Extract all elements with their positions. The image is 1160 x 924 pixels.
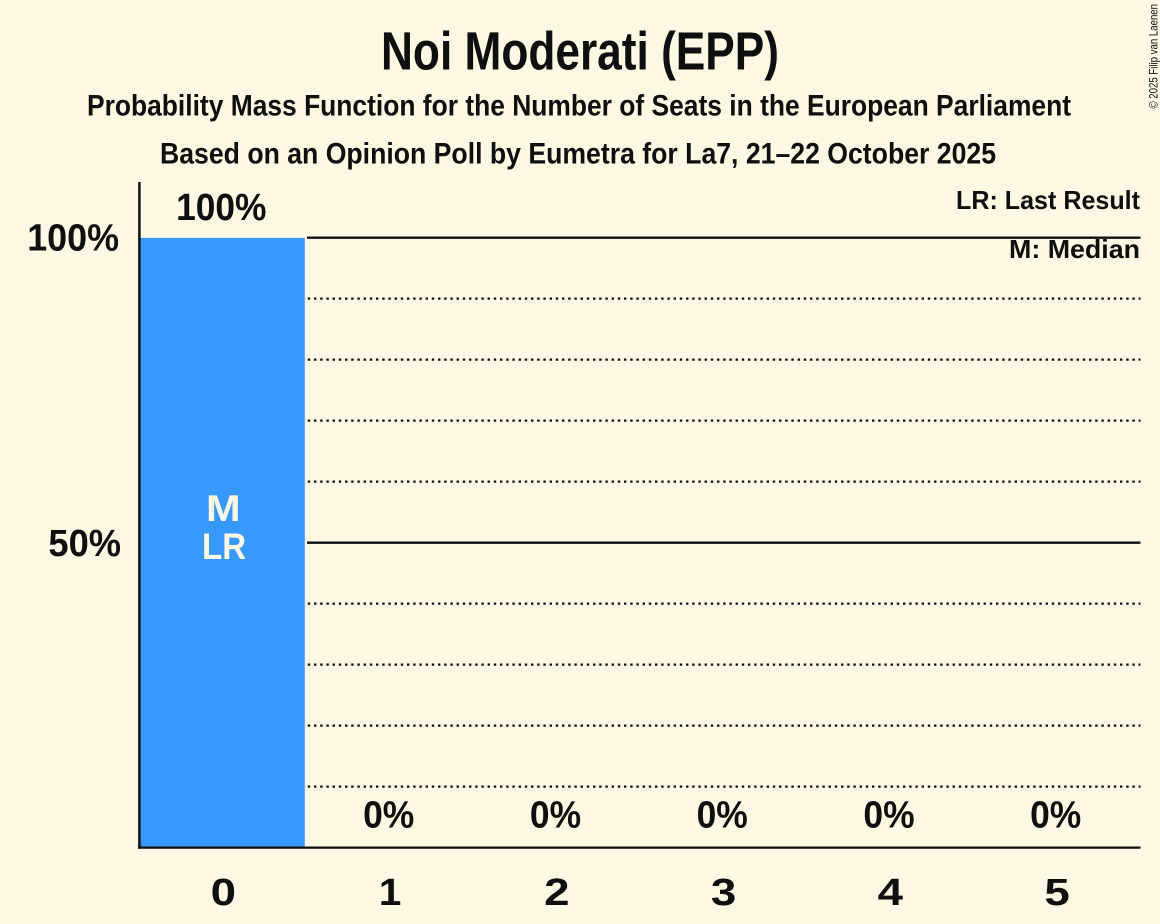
svg-text:© 2025 Filip van Laenen: © 2025 Filip van Laenen [1146, 4, 1160, 109]
svg-text:0%: 0% [530, 795, 581, 837]
svg-text:0%: 0% [863, 795, 914, 837]
svg-text:0: 0 [211, 872, 236, 914]
svg-text:Based on an Opinion Poll by Eu: Based on an Opinion Poll by Eumetra for … [160, 137, 996, 170]
svg-text:100%: 100% [27, 217, 119, 259]
svg-text:0%: 0% [697, 795, 748, 837]
svg-text:LR: LR [202, 526, 246, 567]
svg-text:100%: 100% [176, 187, 266, 229]
svg-text:0%: 0% [363, 795, 414, 837]
svg-text:M: M [206, 488, 241, 529]
svg-text:LR: Last Result: LR: Last Result [956, 185, 1140, 215]
svg-text:2: 2 [544, 872, 569, 914]
svg-text:Noi Moderati (EPP): Noi Moderati (EPP) [381, 22, 779, 82]
svg-text:M: Median: M: Median [1009, 234, 1140, 264]
svg-text:5: 5 [1044, 872, 1069, 914]
svg-text:1: 1 [379, 872, 402, 914]
svg-text:0%: 0% [1030, 795, 1081, 837]
svg-text:Probability Mass Function for: Probability Mass Function for the Number… [87, 89, 1071, 122]
svg-text:4: 4 [878, 872, 903, 914]
svg-text:50%: 50% [48, 523, 121, 565]
svg-text:3: 3 [711, 872, 736, 914]
